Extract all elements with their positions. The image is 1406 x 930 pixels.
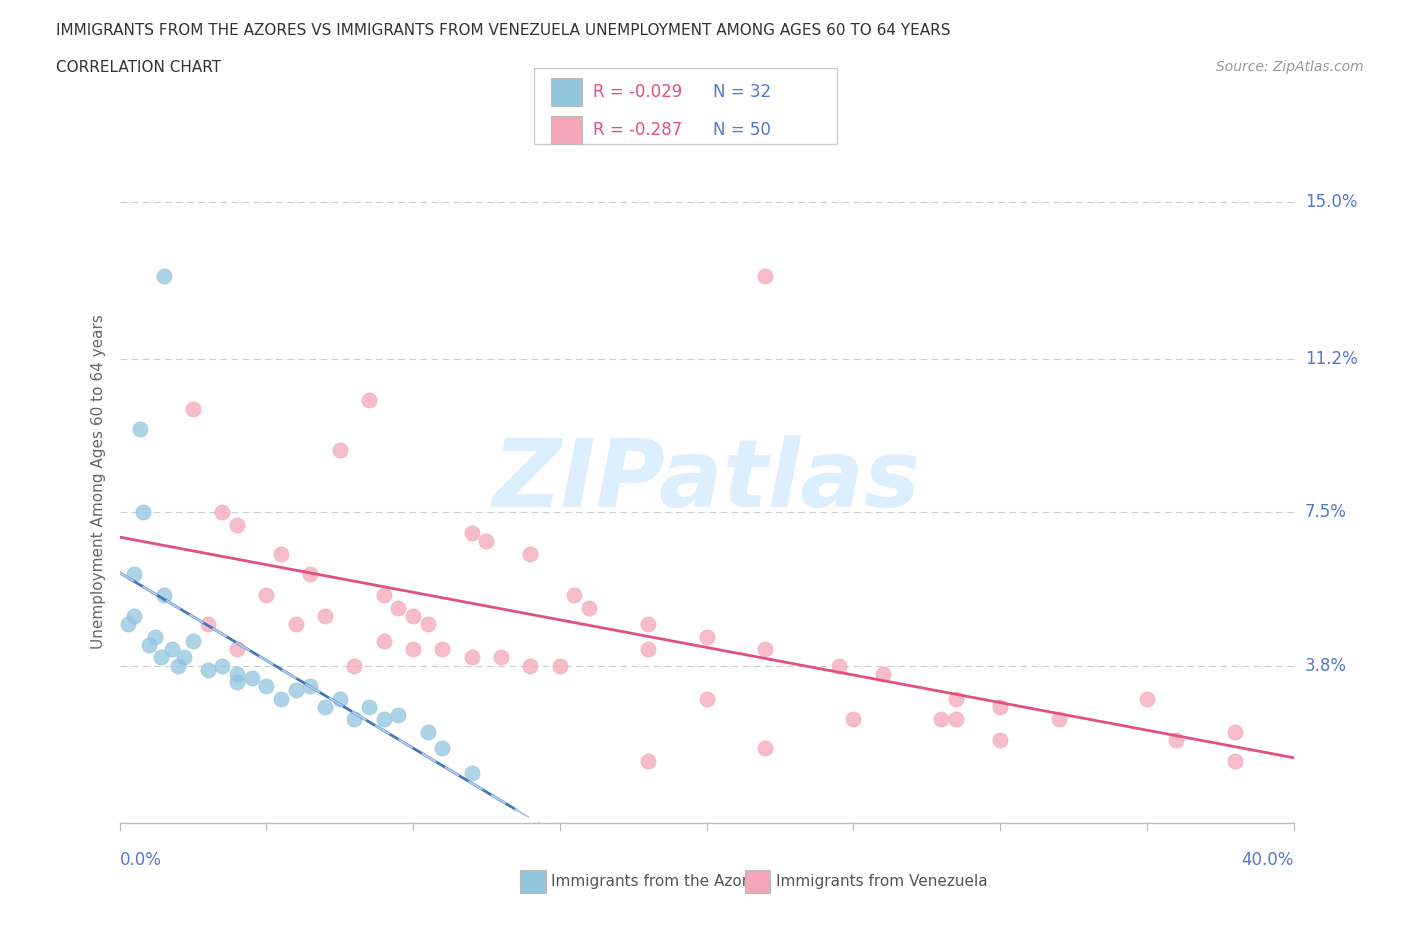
Point [637, 617, 659, 631]
Text: IMMIGRANTS FROM THE AZORES VS IMMIGRANTS FROM VENEZUELA UNEMPLOYMENT AMONG AGES : IMMIGRANTS FROM THE AZORES VS IMMIGRANTS… [56, 23, 950, 38]
Point [138, 637, 160, 652]
Point [211, 505, 233, 520]
Point [945, 712, 967, 727]
Point [284, 617, 307, 631]
Point [181, 633, 204, 648]
Point [842, 712, 865, 727]
Point [548, 658, 571, 673]
Point [578, 600, 600, 615]
Point [152, 588, 174, 603]
Text: N = 50: N = 50 [713, 122, 770, 140]
Point [827, 658, 849, 673]
Point [1136, 691, 1159, 706]
Point [197, 662, 219, 677]
Point [416, 724, 439, 739]
Point [270, 546, 292, 561]
Point [254, 679, 277, 694]
Text: 40.0%: 40.0% [1241, 851, 1294, 870]
Point [373, 712, 395, 727]
Point [299, 679, 322, 694]
Point [988, 699, 1011, 714]
Point [132, 505, 155, 520]
Point [197, 617, 219, 631]
Point [225, 675, 249, 690]
Point [432, 741, 454, 756]
Point [225, 642, 249, 657]
Point [117, 617, 139, 631]
Point [432, 642, 454, 657]
Point [637, 642, 659, 657]
Point [299, 567, 322, 582]
Point [931, 712, 953, 727]
Point [173, 650, 195, 665]
Text: R = -0.287: R = -0.287 [593, 122, 682, 140]
Point [402, 642, 425, 657]
Point [696, 691, 718, 706]
Text: 7.5%: 7.5% [1305, 503, 1347, 522]
Point [519, 658, 541, 673]
Point [122, 608, 145, 623]
Point [945, 691, 967, 706]
Point [162, 642, 184, 657]
Point [988, 733, 1011, 748]
Point [387, 600, 409, 615]
Point [314, 699, 336, 714]
Text: Immigrants from Venezuela: Immigrants from Venezuela [776, 874, 988, 889]
Point [872, 667, 894, 682]
Point [1047, 712, 1070, 727]
Point [122, 567, 145, 582]
Point [387, 708, 409, 723]
Point [519, 546, 541, 561]
Point [314, 608, 336, 623]
Text: CORRELATION CHART: CORRELATION CHART [56, 60, 221, 75]
Point [460, 650, 484, 665]
Y-axis label: Unemployment Among Ages 60 to 64 years: Unemployment Among Ages 60 to 64 years [90, 313, 105, 649]
Point [143, 630, 166, 644]
Point [564, 588, 586, 603]
Point [475, 534, 498, 549]
Point [152, 269, 174, 284]
Point [1223, 753, 1246, 768]
Point [329, 691, 352, 706]
Point [357, 393, 380, 408]
Point [1223, 724, 1246, 739]
Text: 3.8%: 3.8% [1305, 657, 1347, 674]
Text: 15.0%: 15.0% [1305, 193, 1357, 210]
Point [754, 269, 776, 284]
Point [754, 741, 776, 756]
Point [754, 642, 776, 657]
Point [357, 699, 380, 714]
Point [1164, 733, 1187, 748]
Point [373, 633, 395, 648]
Point [149, 650, 172, 665]
Point [240, 671, 263, 685]
Point [211, 658, 233, 673]
Point [167, 658, 190, 673]
Point [637, 753, 659, 768]
Point [460, 766, 484, 781]
Point [329, 443, 352, 458]
Point [254, 588, 277, 603]
Point [284, 683, 307, 698]
Text: Source: ZipAtlas.com: Source: ZipAtlas.com [1216, 60, 1364, 74]
Point [343, 712, 366, 727]
Point [696, 630, 718, 644]
Text: ZIPatlas: ZIPatlas [492, 435, 921, 527]
Text: Immigrants from the Azores: Immigrants from the Azores [551, 874, 765, 889]
Text: N = 32: N = 32 [713, 84, 770, 101]
Text: 0.0%: 0.0% [120, 851, 162, 870]
Point [402, 608, 425, 623]
Point [181, 402, 204, 417]
Point [225, 517, 249, 532]
Point [489, 650, 512, 665]
Text: 11.2%: 11.2% [1305, 350, 1358, 368]
Point [225, 667, 249, 682]
Text: R = -0.029: R = -0.029 [593, 84, 682, 101]
Point [460, 525, 484, 540]
Point [343, 658, 366, 673]
Point [373, 588, 395, 603]
Point [129, 422, 152, 437]
Point [270, 691, 292, 706]
Point [416, 617, 439, 631]
